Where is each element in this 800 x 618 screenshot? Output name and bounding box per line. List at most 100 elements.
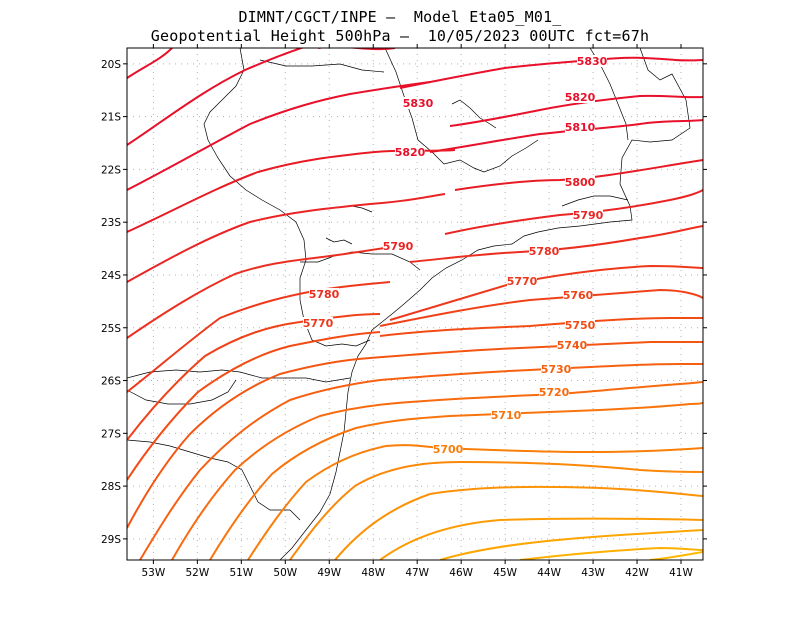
contour-label-bg xyxy=(565,121,595,133)
contour-line-5820 xyxy=(127,48,305,146)
contour-line-unlabeled xyxy=(379,517,703,560)
contour-label-bg xyxy=(541,363,571,375)
lat-label: 27S xyxy=(101,428,121,440)
lon-label: 47W xyxy=(405,567,429,579)
state-border xyxy=(561,195,629,207)
lon-label: 45W xyxy=(493,567,517,579)
contour-label-5770: 5770 xyxy=(303,317,334,330)
contour-label-5740: 5740 xyxy=(557,339,588,352)
contour-line-5780 xyxy=(409,225,703,263)
lon-label: 49W xyxy=(317,567,341,579)
lat-label: 23S xyxy=(101,217,121,229)
contour-label-bg xyxy=(565,319,595,331)
contour-label-5710: 5710 xyxy=(491,409,522,422)
contour-line-unlabeled xyxy=(289,460,703,560)
lon-label: 46W xyxy=(449,567,473,579)
contour-label-bg xyxy=(529,245,559,257)
map-frame xyxy=(126,47,704,561)
contour-label-bg xyxy=(573,209,603,221)
contour-line-5700 xyxy=(439,447,703,454)
lat-lon-grid xyxy=(127,48,703,560)
state-border xyxy=(259,59,385,73)
contour-label-5780: 5780 xyxy=(529,245,560,258)
lat-label: 28S xyxy=(101,481,121,493)
contour-label-bg xyxy=(491,409,521,421)
contour-label-5770: 5770 xyxy=(507,275,538,288)
contour-line-5730 xyxy=(139,379,381,560)
reservoir xyxy=(451,99,497,129)
contour-label-5730: 5730 xyxy=(541,363,572,376)
state-border xyxy=(127,439,301,521)
contour-label-5780: 5780 xyxy=(309,288,340,301)
contour-label-bg xyxy=(563,289,593,301)
lon-label: 44W xyxy=(537,567,561,579)
lat-label: 21S xyxy=(101,112,121,124)
contour-label-5700: 5700 xyxy=(433,443,464,456)
chart-title-line-2: Geopotential Height 500hPa – 10/05/2023 … xyxy=(150,27,650,45)
contour-line-5740 xyxy=(369,341,703,359)
contour-label-bg xyxy=(395,146,425,158)
contour-labels: 5830 5830 5820 5820 5810 5800 5790 5790 5780 5780… xyxy=(303,55,608,456)
contour-lines xyxy=(127,48,703,560)
lat-label: 25S xyxy=(101,323,121,335)
contour-line-5720 xyxy=(171,401,411,560)
lat-label: 26S xyxy=(101,376,121,388)
lon-label: 48W xyxy=(361,567,385,579)
contour-label-bg xyxy=(539,386,569,398)
contour-label-5720: 5720 xyxy=(539,386,570,399)
lon-label: 50W xyxy=(273,567,297,579)
lat-label: 22S xyxy=(101,164,121,176)
lon-label: 43W xyxy=(581,567,605,579)
lon-label: 51W xyxy=(229,567,253,579)
contour-line-5750 xyxy=(379,317,703,337)
contour-label-bg xyxy=(565,176,595,188)
state-border xyxy=(127,369,351,383)
lat-label: 29S xyxy=(101,534,121,546)
reservoir xyxy=(351,205,373,213)
lat-label: 20S xyxy=(101,59,121,71)
state-border xyxy=(127,379,237,405)
lon-label: 41W xyxy=(669,567,693,579)
contour-label-bg xyxy=(565,91,595,103)
contour-line-5720 xyxy=(409,381,703,403)
contour-label-bg xyxy=(557,339,587,351)
coastline-and-borders xyxy=(127,48,691,560)
state-border xyxy=(203,48,307,279)
contour-label-5790: 5790 xyxy=(573,209,604,222)
lon-label: 53W xyxy=(142,567,166,579)
contour-label-5830: 5830 xyxy=(403,97,434,110)
contour-label-5760: 5760 xyxy=(563,289,594,302)
contour-line-5710 xyxy=(449,402,703,417)
contour-label-bg xyxy=(383,240,413,252)
chart-title-line-1: DIMNT/CGCT/INPE – Model Eta05_M01_ xyxy=(238,8,562,26)
contour-line-5770 xyxy=(389,264,703,321)
contour-line-unlabeled xyxy=(649,551,703,560)
contour-line-5830 xyxy=(399,56,703,89)
contour-line-5730 xyxy=(379,363,703,381)
state-border xyxy=(299,278,371,347)
contour-line-5790 xyxy=(444,189,703,235)
contour-label-5830: 5830 xyxy=(577,55,608,68)
contour-line-5750 xyxy=(127,331,381,481)
state-border xyxy=(300,251,421,271)
contour-label-5820: 5820 xyxy=(565,91,596,104)
contour-line-5770 xyxy=(127,281,391,393)
contour-label-5750: 5750 xyxy=(565,319,596,332)
contour-label-bg xyxy=(403,97,433,109)
contour-line-5700 xyxy=(247,444,441,560)
reservoir xyxy=(325,237,353,245)
contour-line-5800 xyxy=(127,149,456,233)
lon-label: 42W xyxy=(625,567,649,579)
contour-line-5810 xyxy=(127,81,431,191)
contour-line-5780 xyxy=(127,243,411,339)
contour-line-unlabeled xyxy=(519,546,703,560)
contour-line-5710 xyxy=(209,415,451,560)
contour-line-5820 xyxy=(449,94,703,127)
contour-line-unlabeled xyxy=(334,485,703,560)
contour-line-5740 xyxy=(127,357,371,529)
contour-line-5830 xyxy=(127,48,173,79)
lat-label: 24S xyxy=(101,270,121,282)
contour-label-bg xyxy=(433,443,463,455)
axis-ticks: 20S 21S 22S 23S 24S 25S 26S 27S 28S 29S 53W 52W 51W 5… xyxy=(101,44,707,579)
